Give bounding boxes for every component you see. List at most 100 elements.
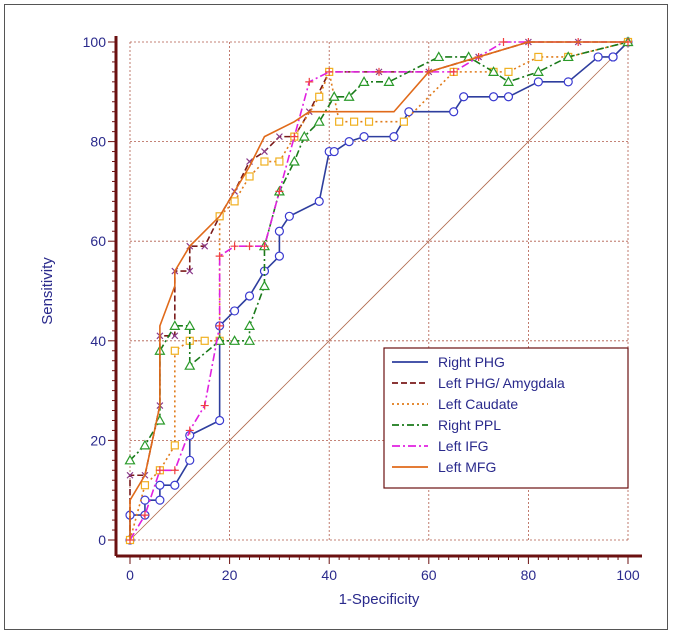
x-tick-label: 60 xyxy=(421,567,437,583)
data-point xyxy=(504,67,513,76)
data-point xyxy=(170,466,179,475)
data-point xyxy=(314,196,324,206)
data-point xyxy=(608,52,618,62)
data-point xyxy=(344,137,354,147)
legend-box xyxy=(383,347,629,489)
data-point xyxy=(260,157,269,166)
data-point xyxy=(459,92,469,102)
data-point xyxy=(200,336,209,345)
data-point xyxy=(185,455,195,465)
data-point xyxy=(288,155,300,166)
data-point xyxy=(449,107,459,117)
data-point xyxy=(155,495,165,505)
data-point xyxy=(140,495,150,505)
data-point xyxy=(389,132,399,142)
data-point xyxy=(358,76,370,86)
data-point xyxy=(258,280,270,291)
data-point xyxy=(532,66,544,76)
data-point xyxy=(215,415,225,426)
data-point xyxy=(229,335,241,345)
series-layer xyxy=(124,36,634,545)
x-axis-title: 1-Specificity xyxy=(339,591,420,608)
y-tick-label: 60 xyxy=(90,233,106,249)
data-point xyxy=(243,335,256,345)
data-point xyxy=(140,511,149,520)
data-point xyxy=(184,320,196,330)
y-axis-title: Sensitivity xyxy=(39,257,56,325)
data-point xyxy=(170,346,179,355)
data-point xyxy=(215,252,224,261)
data-point xyxy=(274,226,284,236)
data-point xyxy=(449,67,458,76)
data-point xyxy=(503,92,514,102)
legend-label: Left IFG xyxy=(438,438,489,454)
data-point xyxy=(399,117,408,126)
data-point xyxy=(230,242,239,251)
data-point xyxy=(298,130,310,141)
data-point xyxy=(275,187,284,196)
data-point xyxy=(169,320,181,330)
data-point xyxy=(315,92,324,101)
data-point xyxy=(534,52,543,62)
data-point xyxy=(343,91,355,101)
data-point xyxy=(186,267,194,275)
data-point xyxy=(359,132,369,142)
data-point xyxy=(383,76,395,86)
data-point xyxy=(325,67,334,76)
series-left-mfg xyxy=(129,41,628,540)
y-tick-label: 40 xyxy=(90,333,106,349)
data-point xyxy=(244,291,255,301)
data-point xyxy=(313,115,325,126)
data-point xyxy=(215,321,224,330)
legend: Right PHG Left PHG/ Amygdala Left Caudate R… xyxy=(383,347,629,489)
data-point xyxy=(170,441,179,450)
x-tick-label: 80 xyxy=(521,567,537,583)
data-point xyxy=(260,242,269,251)
data-point xyxy=(499,38,508,46)
data-point xyxy=(364,117,374,126)
y-tick-label: 0 xyxy=(98,532,106,548)
axis-layer: 0 20 40 60 80 100 0 20 40 60 80 100 xyxy=(83,34,642,583)
data-point xyxy=(290,132,299,141)
legend-label: Right PHG xyxy=(438,354,505,370)
y-tick-label: 20 xyxy=(90,432,106,448)
legend-label: Right PPL xyxy=(438,417,501,433)
data-point xyxy=(488,92,499,102)
data-point xyxy=(229,306,240,316)
legend-label: Left PHG/ Amygdala xyxy=(438,375,565,391)
data-point xyxy=(201,242,209,250)
data-point xyxy=(305,77,314,86)
x-tick-label: 0 xyxy=(126,567,134,583)
data-point xyxy=(274,251,284,261)
data-point xyxy=(284,211,294,221)
x-tick-label: 100 xyxy=(616,567,640,583)
data-point xyxy=(261,148,268,155)
data-point xyxy=(328,91,340,101)
y-tick-label: 100 xyxy=(83,34,107,50)
data-point xyxy=(171,332,179,340)
data-point xyxy=(329,146,339,157)
legend-label: Left MFG xyxy=(438,459,496,475)
data-point xyxy=(230,197,239,206)
data-point xyxy=(245,242,254,251)
data-point xyxy=(170,480,180,490)
data-point xyxy=(335,117,344,126)
data-point xyxy=(155,466,164,475)
data-point xyxy=(275,157,284,166)
data-point xyxy=(375,67,383,76)
data-point xyxy=(126,471,134,479)
data-point xyxy=(275,133,283,141)
data-point xyxy=(140,481,150,490)
series-line xyxy=(129,41,629,461)
data-point xyxy=(563,77,573,87)
data-point xyxy=(502,76,515,86)
data-point xyxy=(124,454,136,465)
y-tick-label: 80 xyxy=(90,134,106,150)
data-point xyxy=(404,107,414,117)
data-point xyxy=(139,439,151,450)
data-point xyxy=(155,480,165,490)
data-point xyxy=(185,426,194,435)
data-point xyxy=(184,359,196,370)
data-point xyxy=(245,172,254,181)
